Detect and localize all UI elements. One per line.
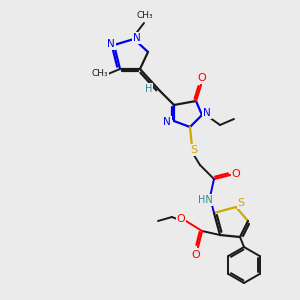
Text: HN: HN <box>198 195 212 205</box>
Text: N: N <box>107 39 115 49</box>
Text: O: O <box>232 169 240 179</box>
Text: CH₃: CH₃ <box>92 70 108 79</box>
Text: CH₃: CH₃ <box>137 11 153 20</box>
Text: H: H <box>145 84 153 94</box>
Text: O: O <box>192 250 200 260</box>
Text: N: N <box>163 117 171 127</box>
Text: O: O <box>177 214 185 224</box>
Text: S: S <box>190 145 198 155</box>
Text: S: S <box>237 198 244 208</box>
Text: N: N <box>203 108 211 118</box>
Text: N: N <box>133 33 141 43</box>
Text: O: O <box>198 73 206 83</box>
